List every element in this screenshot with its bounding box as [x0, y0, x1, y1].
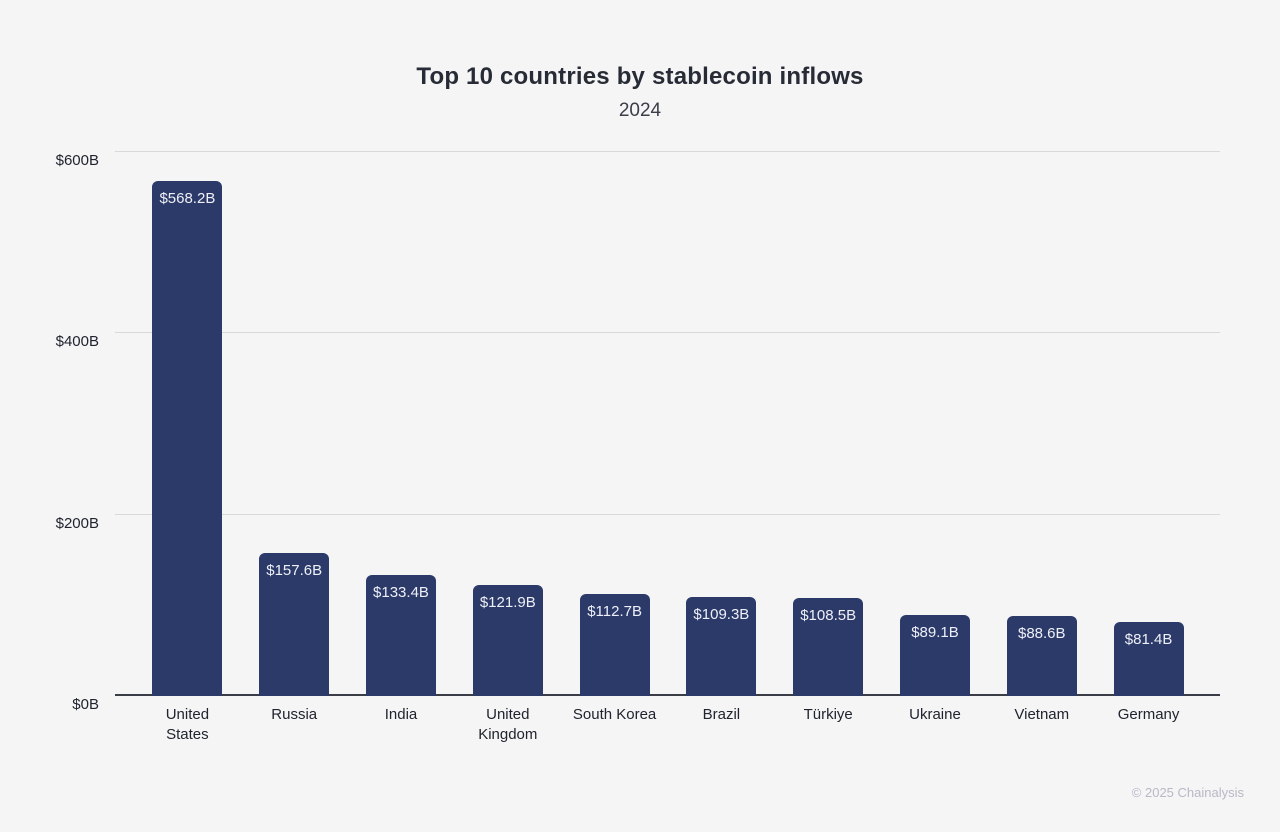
- bar-slot-india: $133.4B: [348, 152, 455, 696]
- bar-germany: $81.4B: [1113, 622, 1184, 696]
- bar-russia: $157.6B: [259, 553, 330, 696]
- x-axis-tick-label-united-states: United States: [165, 706, 210, 743]
- bar-slot-t-rkiye: $108.5B: [775, 152, 882, 696]
- x-axis-tick-label-germany: Germany: [1117, 706, 1180, 723]
- bar-slot-russia: $157.6B: [241, 152, 348, 696]
- bar-vietnam: $88.6B: [1006, 615, 1077, 696]
- x-axis-tick-label-t-rkiye: Türkiye: [803, 706, 853, 723]
- bar-value-label: $81.4B: [1124, 631, 1173, 649]
- bar-value-label: $157.6B: [266, 562, 323, 580]
- bar-slot-south-korea: $112.7B: [561, 152, 668, 696]
- gridline-600: [115, 151, 1220, 152]
- y-axis: $0B $200B $400B $600B: [55, 152, 99, 713]
- bar-slot-brazil: $109.3B: [668, 152, 775, 696]
- bar-india: $133.4B: [365, 575, 436, 696]
- bar-brazil: $109.3B: [686, 596, 757, 696]
- bar-slot-germany: $81.4B: [1095, 152, 1202, 696]
- bar-slot-united-kingdom: $121.9B: [454, 152, 561, 696]
- bar-value-label: $121.9B: [479, 594, 536, 612]
- x-axis-tick-label-south-korea: South Korea: [572, 706, 657, 723]
- bar-united-states: $568.2B: [152, 180, 223, 696]
- bar-t-rkiye: $108.5B: [793, 597, 864, 696]
- bar-value-label: $89.1B: [911, 624, 959, 642]
- bar-value-label: $88.6B: [1017, 624, 1066, 642]
- gridline-400: [115, 332, 1220, 334]
- x-axis-tick-label-india: India: [384, 706, 418, 723]
- x-axis-baseline: [115, 694, 1220, 696]
- copyright-notice: © 2025 Chainalysis: [1131, 785, 1244, 800]
- bar-slot-vietnam: $88.6B: [988, 152, 1095, 696]
- bar-united-kingdom: $121.9B: [472, 585, 543, 696]
- chart-title: Top 10 countries by stablecoin inflows: [416, 63, 864, 90]
- x-axis: United States Russia India United Kingdom So…: [134, 705, 1202, 744]
- plot-area: [115, 151, 1220, 696]
- x-axis-tick-label-ukraine: Ukraine: [909, 706, 961, 723]
- x-axis-tick-label-brazil: Brazil: [702, 706, 741, 723]
- bar-south-korea: $112.7B: [579, 593, 650, 696]
- x-axis-tick-label-united-kingdom: United Kingdom: [478, 706, 538, 743]
- bar-series: $568.2B $157.6B $133.4B $121.9B $112.7B $109.…: [134, 152, 1202, 696]
- chart-subtitle: 2024: [618, 100, 662, 121]
- bar-value-label: $112.7B: [587, 602, 642, 620]
- x-axis-tick-label-vietnam: Vietnam: [1014, 706, 1070, 723]
- bar-slot-ukraine: $89.1B: [882, 152, 989, 696]
- bar-value-label: $108.5B: [800, 606, 857, 624]
- bar-ukraine: $89.1B: [899, 615, 970, 696]
- bar-value-label: $133.4B: [373, 584, 429, 602]
- x-axis-tick-label-russia: Russia: [271, 706, 318, 723]
- gridline-200: [115, 513, 1220, 515]
- bar-slot-united-states: $568.2B: [134, 152, 241, 696]
- bar-value-label: $568.2B: [159, 189, 216, 207]
- bar-value-label: $109.3B: [693, 605, 750, 623]
